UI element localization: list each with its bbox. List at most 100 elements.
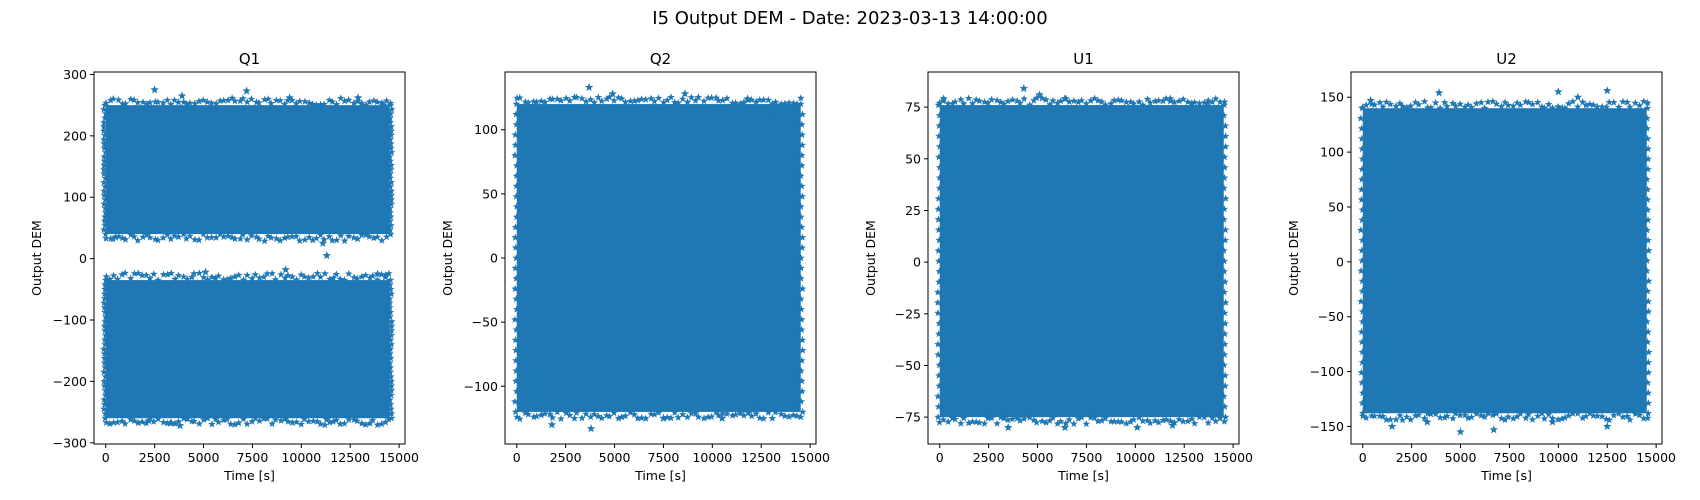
x-tick-label: 15000 [379,450,419,465]
data-point [159,233,167,241]
data-point [1030,416,1038,424]
data-point [255,98,263,107]
data-point [718,409,727,417]
data-point [1362,413,1370,422]
data-point [365,97,374,106]
data-point [511,264,520,272]
data-point [586,95,595,103]
data-point [301,97,309,105]
data-point [316,273,325,281]
data-point [993,96,1001,104]
data-point [511,243,520,251]
data-point [276,96,284,104]
data-point [100,191,109,199]
data-point [370,234,378,242]
outlier-point [318,238,328,247]
scatter-series [1357,86,1653,436]
data-point [224,232,232,240]
data-point [1358,246,1366,254]
data-point [1644,216,1652,224]
data-point [1070,97,1078,105]
data-point [101,182,109,190]
data-point [1220,288,1229,296]
data-point [1610,98,1618,106]
data-point [226,420,235,428]
data-point [731,98,740,107]
data-point [1175,415,1183,423]
data-point [1582,412,1590,420]
x-tick-label: 5000 [1022,450,1054,465]
data-point [1569,409,1577,417]
data-point [718,96,727,104]
data-point [1440,413,1449,421]
data-point [1358,358,1367,366]
data-point [345,269,353,277]
data-point [712,93,720,102]
data-point [1456,411,1464,419]
data-point [386,109,395,117]
data-point [109,271,118,279]
data-point [935,381,943,390]
data-point [100,217,109,225]
data-point [199,96,208,104]
data-point [102,272,111,280]
data-point [101,280,109,288]
data-point [101,386,110,394]
data-point [121,269,129,277]
outlier-point [1035,90,1044,99]
data-point [771,98,780,106]
data-point [386,276,395,284]
data-point [1440,98,1449,106]
data-point [163,270,172,278]
data-point [511,223,520,231]
data-point [1221,277,1229,286]
data-point [100,289,109,298]
data-point [1370,412,1379,420]
data-point [267,99,275,107]
data-point [387,200,396,208]
data-point [1602,103,1611,111]
data-point [1188,99,1196,107]
data-point [1090,94,1099,102]
data-point [637,413,646,422]
data-point [1461,411,1469,419]
data-point [386,135,395,143]
data-point [935,319,943,327]
data-point [687,409,696,417]
data-point [101,195,110,203]
data-point [357,99,366,107]
data-point [797,325,806,334]
data-point [1643,99,1652,107]
data-point [957,419,965,427]
data-point [353,234,362,243]
data-point [798,336,807,344]
data-point [344,96,353,104]
data-point [326,418,334,426]
data-point [516,93,524,102]
data-point [617,94,626,102]
data-point [260,237,269,245]
data-point [512,192,521,200]
data-point [1220,246,1228,254]
data-point [1204,418,1212,427]
data-point [340,97,349,105]
x-tick-label: 12500 [1587,450,1627,465]
data-point [377,270,386,278]
data-point [1211,94,1220,102]
data-point [134,418,142,427]
data-point [562,94,570,102]
data-point [1107,417,1115,425]
data-point [797,377,806,385]
data-point [934,309,942,317]
data-point [1436,413,1444,421]
data-point [634,96,642,104]
data-point [1392,415,1400,423]
data-point [594,412,603,420]
data-point [1524,410,1533,418]
data-point [203,414,212,422]
data-point [387,161,395,169]
data-point [386,400,395,408]
data-point [1589,100,1598,109]
data-point [1087,413,1095,421]
